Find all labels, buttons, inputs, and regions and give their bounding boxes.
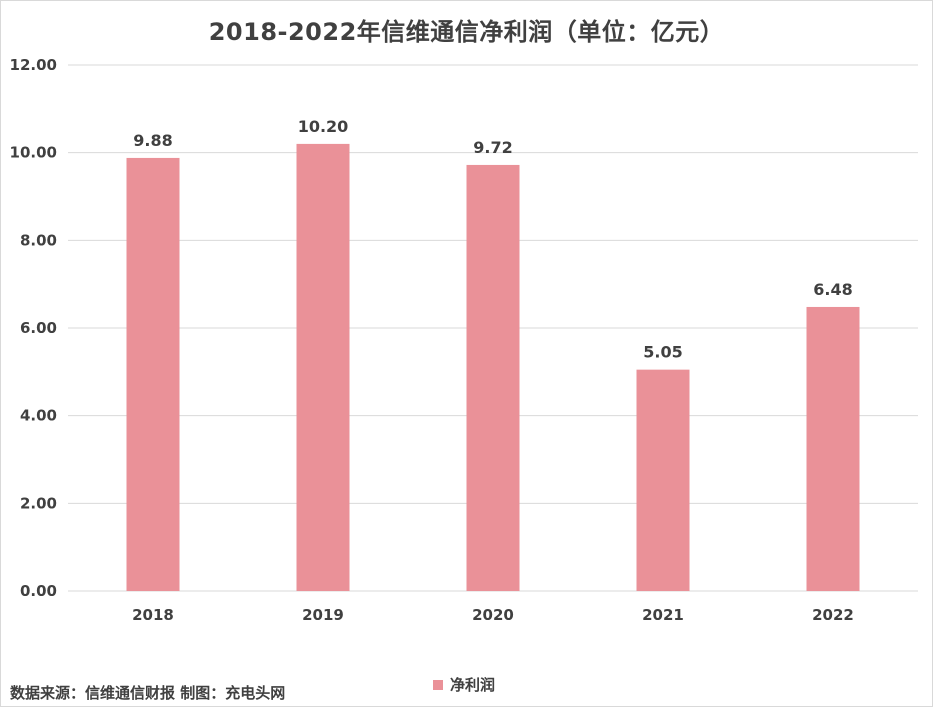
bar-2020 — [466, 164, 520, 591]
data-label: 10.20 — [298, 117, 349, 136]
y-tick-label: 6.00 — [20, 319, 57, 337]
y-tick-label: 0.00 — [20, 582, 57, 600]
x-tick-label: 2019 — [302, 606, 344, 624]
bar-2019 — [296, 143, 350, 591]
y-tick-label: 10.00 — [10, 144, 57, 162]
data-label: 5.05 — [643, 343, 682, 362]
data-label: 9.72 — [473, 138, 512, 157]
bar-2022 — [806, 306, 860, 591]
x-tick-label: 2021 — [642, 606, 684, 624]
x-tick-label: 2022 — [812, 606, 854, 624]
legend-label: 净利润 — [450, 676, 496, 694]
legend-swatch — [433, 679, 443, 690]
y-tick-label: 12.00 — [10, 56, 57, 74]
y-tick-label: 4.00 — [20, 407, 57, 425]
source-note: 数据来源：信维通信财报 制图：充电头网 — [10, 684, 286, 702]
bar-2021 — [636, 369, 690, 591]
y-tick-label: 2.00 — [20, 494, 57, 512]
y-tick-label: 8.00 — [20, 231, 57, 249]
data-label: 6.48 — [813, 280, 852, 299]
x-tick-label: 2018 — [132, 606, 174, 624]
data-label: 9.88 — [133, 131, 172, 150]
bar-2018 — [126, 157, 180, 591]
chart-title: 2018-2022年信维通信净利润（单位：亿元） — [208, 18, 725, 46]
x-tick-label: 2020 — [472, 606, 514, 624]
legend: 净利润 — [433, 674, 495, 695]
